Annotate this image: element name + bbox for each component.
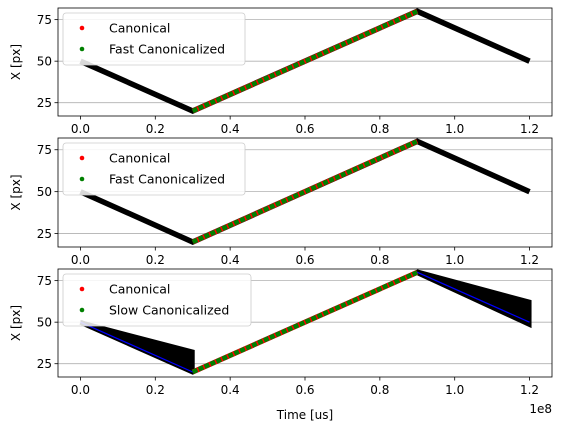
x-tick-label: 0.4 bbox=[221, 383, 240, 397]
legend-marker bbox=[79, 155, 85, 161]
legend-label: Fast Canonicalized bbox=[109, 42, 225, 57]
x-axis-label: Time [us] bbox=[276, 408, 333, 422]
y-axis: 25 50 75 bbox=[37, 274, 58, 371]
y-axis-label: X [px] bbox=[9, 305, 23, 341]
x-tick-label: 1.2 bbox=[520, 122, 539, 136]
y-axis: 25 50 75 bbox=[37, 143, 58, 241]
data-line-canonicalized bbox=[191, 9, 419, 114]
x-tick-label: 1.0 bbox=[445, 253, 464, 267]
x-tick-label: 0.6 bbox=[295, 383, 314, 397]
x-tick-label: 0.2 bbox=[146, 383, 165, 397]
y-tick-label: 25 bbox=[37, 227, 52, 241]
x-tick-label: 1.0 bbox=[445, 122, 464, 136]
plot-area bbox=[79, 269, 532, 375]
legend-marker bbox=[79, 307, 85, 313]
x-tick-label: 0.0 bbox=[71, 253, 90, 267]
y-tick-label: 50 bbox=[37, 54, 52, 68]
x-tick-label: 0.8 bbox=[370, 383, 389, 397]
legend-label: Canonical bbox=[109, 151, 170, 166]
chart-panel-3: 0.0 0.2 0.4 0.6 0.8 1.0 1.2 25 50 75 X [px] Time [u… bbox=[9, 268, 553, 422]
x-tick-label: 1.2 bbox=[520, 383, 539, 397]
plot-area bbox=[79, 8, 531, 115]
chart-panel-1: 0.0 0.2 0.4 0.6 0.8 1.0 1.2 25 50 75 X [px] Canonic… bbox=[9, 7, 553, 136]
x-tick-label: 0.0 bbox=[71, 122, 90, 136]
y-tick-label: 75 bbox=[37, 274, 52, 288]
x-tick-label: 0.6 bbox=[295, 253, 314, 267]
legend-box bbox=[62, 12, 246, 66]
y-tick-label: 75 bbox=[37, 143, 52, 157]
legend-marker bbox=[79, 176, 85, 182]
y-axis-label: X [px] bbox=[9, 44, 23, 80]
legend-label: Canonical bbox=[109, 282, 170, 297]
x-tick-label: 0.2 bbox=[146, 122, 165, 136]
x-tick-label: 0.0 bbox=[71, 383, 90, 397]
x-tick-label: 1.2 bbox=[520, 253, 539, 267]
x-axis: 0.0 0.2 0.4 0.6 0.8 1.0 1.2 bbox=[71, 247, 539, 267]
legend-box bbox=[62, 273, 252, 327]
x-axis: 0.0 0.2 0.4 0.6 0.8 1.0 1.2 bbox=[71, 377, 539, 397]
y-axis-label: X [px] bbox=[9, 174, 23, 210]
chart-panel-2: 0.0 0.2 0.4 0.6 0.8 1.0 1.2 25 50 75 X [px] Canonic… bbox=[9, 137, 553, 267]
legend-label: Canonical bbox=[109, 21, 170, 36]
legend-box bbox=[62, 142, 246, 196]
legend: Canonical Fast Canonicalized bbox=[62, 142, 246, 196]
x-tick-label: 1.0 bbox=[445, 383, 464, 397]
legend-marker bbox=[79, 25, 85, 31]
data-line-canonicalized bbox=[191, 139, 419, 245]
x-tick-label: 0.4 bbox=[221, 122, 240, 136]
x-tick-label: 0.6 bbox=[295, 122, 314, 136]
y-tick-label: 25 bbox=[37, 96, 52, 110]
x-tick-label: 0.8 bbox=[370, 122, 389, 136]
x-axis: 0.0 0.2 0.4 0.6 0.8 1.0 1.2 bbox=[71, 116, 539, 136]
y-tick-label: 50 bbox=[37, 315, 52, 329]
legend-marker bbox=[79, 286, 85, 292]
data-line-canonicalized bbox=[191, 270, 419, 375]
legend: Canonical Slow Canonicalized bbox=[62, 273, 252, 327]
x-offset-label: 1e8 bbox=[529, 402, 552, 416]
plot-area bbox=[79, 138, 531, 246]
y-tick-label: 75 bbox=[37, 13, 52, 27]
x-tick-label: 0.4 bbox=[221, 253, 240, 267]
y-tick-label: 50 bbox=[37, 185, 52, 199]
x-tick-label: 0.2 bbox=[146, 253, 165, 267]
legend-label: Fast Canonicalized bbox=[109, 172, 225, 187]
y-axis: 25 50 75 bbox=[37, 13, 58, 110]
legend-label: Slow Canonicalized bbox=[109, 303, 229, 318]
y-tick-label: 25 bbox=[37, 357, 52, 371]
legend: Canonical Fast Canonicalized bbox=[62, 12, 246, 66]
legend-marker bbox=[79, 46, 85, 52]
x-tick-label: 0.8 bbox=[370, 253, 389, 267]
